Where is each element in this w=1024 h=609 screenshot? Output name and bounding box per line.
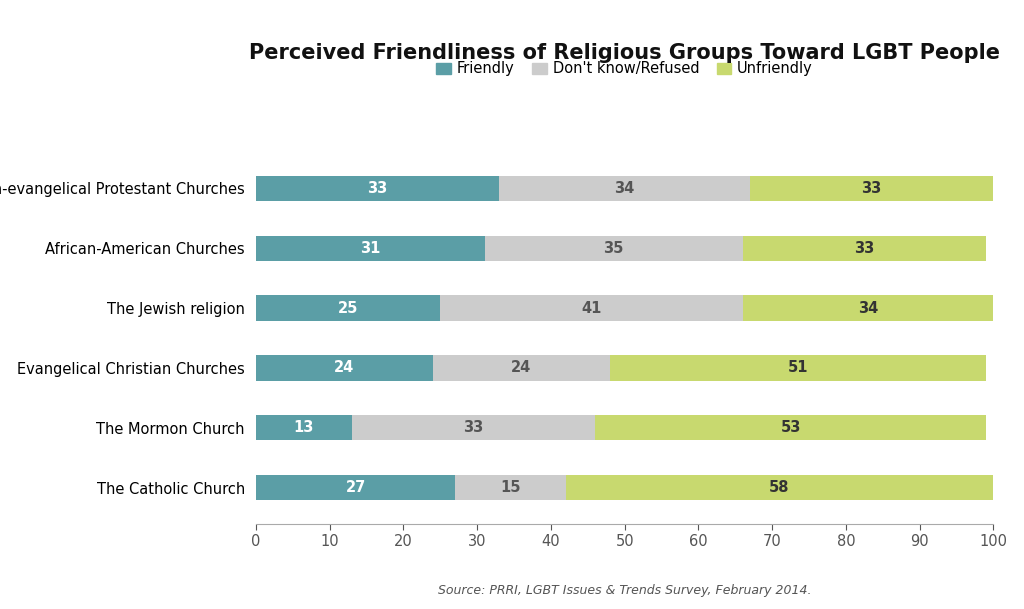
Bar — [256, 175, 500, 201]
Text: 34: 34 — [858, 300, 878, 315]
Bar — [433, 356, 610, 381]
Text: 24: 24 — [511, 361, 531, 376]
Text: 53: 53 — [780, 420, 801, 435]
Bar — [256, 475, 455, 501]
Bar — [750, 175, 993, 201]
Legend: Friendly, Don't know/Refused, Unfriendly: Friendly, Don't know/Refused, Unfriendly — [431, 55, 818, 82]
Text: 34: 34 — [614, 181, 635, 195]
Bar — [595, 415, 986, 440]
Text: 25: 25 — [338, 300, 358, 315]
Bar — [352, 415, 595, 440]
Text: 31: 31 — [360, 241, 381, 256]
Text: 33: 33 — [854, 241, 874, 256]
Bar — [256, 356, 433, 381]
Text: 27: 27 — [345, 481, 366, 495]
Text: 58: 58 — [769, 481, 790, 495]
Bar — [455, 475, 565, 501]
Bar — [565, 475, 993, 501]
Bar — [500, 175, 750, 201]
Text: 33: 33 — [464, 420, 483, 435]
Text: 51: 51 — [787, 361, 808, 376]
Bar — [484, 236, 742, 261]
Bar — [256, 236, 484, 261]
Bar — [610, 356, 986, 381]
Text: 35: 35 — [603, 241, 624, 256]
Bar — [256, 415, 352, 440]
Text: 13: 13 — [294, 420, 314, 435]
Bar — [256, 295, 440, 320]
Text: 24: 24 — [335, 361, 354, 376]
Text: 15: 15 — [500, 481, 520, 495]
Text: 33: 33 — [368, 181, 388, 195]
Text: 41: 41 — [582, 300, 602, 315]
Bar — [742, 236, 986, 261]
Bar — [440, 295, 742, 320]
Text: Source: PRRI, LGBT Issues & Trends Survey, February 2014.: Source: PRRI, LGBT Issues & Trends Surve… — [438, 584, 811, 597]
Bar — [742, 295, 993, 320]
Text: Perceived Friendliness of Religious Groups Toward LGBT People: Perceived Friendliness of Religious Grou… — [249, 43, 1000, 63]
Text: 33: 33 — [861, 181, 882, 195]
